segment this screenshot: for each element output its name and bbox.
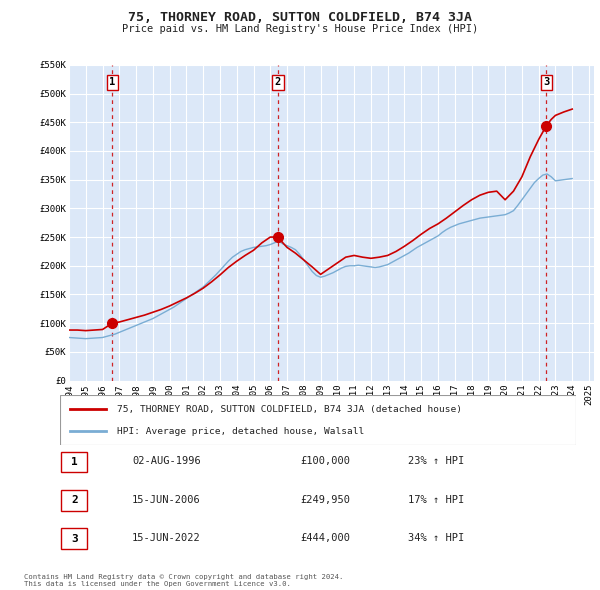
Text: 34% ↑ HPI: 34% ↑ HPI — [408, 533, 464, 543]
Text: £249,950: £249,950 — [300, 495, 350, 504]
Bar — [61, 490, 88, 511]
Text: 3: 3 — [71, 534, 78, 543]
Text: Price paid vs. HM Land Registry's House Price Index (HPI): Price paid vs. HM Land Registry's House … — [122, 24, 478, 34]
Text: HPI: Average price, detached house, Walsall: HPI: Average price, detached house, Wals… — [117, 427, 364, 436]
Text: 17% ↑ HPI: 17% ↑ HPI — [408, 495, 464, 504]
Text: 75, THORNEY ROAD, SUTTON COLDFIELD, B74 3JA: 75, THORNEY ROAD, SUTTON COLDFIELD, B74 … — [128, 11, 472, 24]
Text: Contains HM Land Registry data © Crown copyright and database right 2024.
This d: Contains HM Land Registry data © Crown c… — [24, 574, 343, 587]
Text: 2: 2 — [275, 77, 281, 87]
Text: 2: 2 — [71, 496, 78, 505]
Bar — [61, 451, 88, 473]
Text: 23% ↑ HPI: 23% ↑ HPI — [408, 457, 464, 466]
Text: 02-AUG-1996: 02-AUG-1996 — [132, 457, 201, 466]
Text: 15-JUN-2022: 15-JUN-2022 — [132, 533, 201, 543]
Text: 15-JUN-2006: 15-JUN-2006 — [132, 495, 201, 504]
Text: £444,000: £444,000 — [300, 533, 350, 543]
Text: 1: 1 — [109, 77, 115, 87]
Bar — [61, 528, 88, 549]
Text: 75, THORNEY ROAD, SUTTON COLDFIELD, B74 3JA (detached house): 75, THORNEY ROAD, SUTTON COLDFIELD, B74 … — [117, 405, 462, 414]
Text: 1: 1 — [71, 457, 78, 467]
Text: 3: 3 — [543, 77, 550, 87]
Text: £100,000: £100,000 — [300, 457, 350, 466]
